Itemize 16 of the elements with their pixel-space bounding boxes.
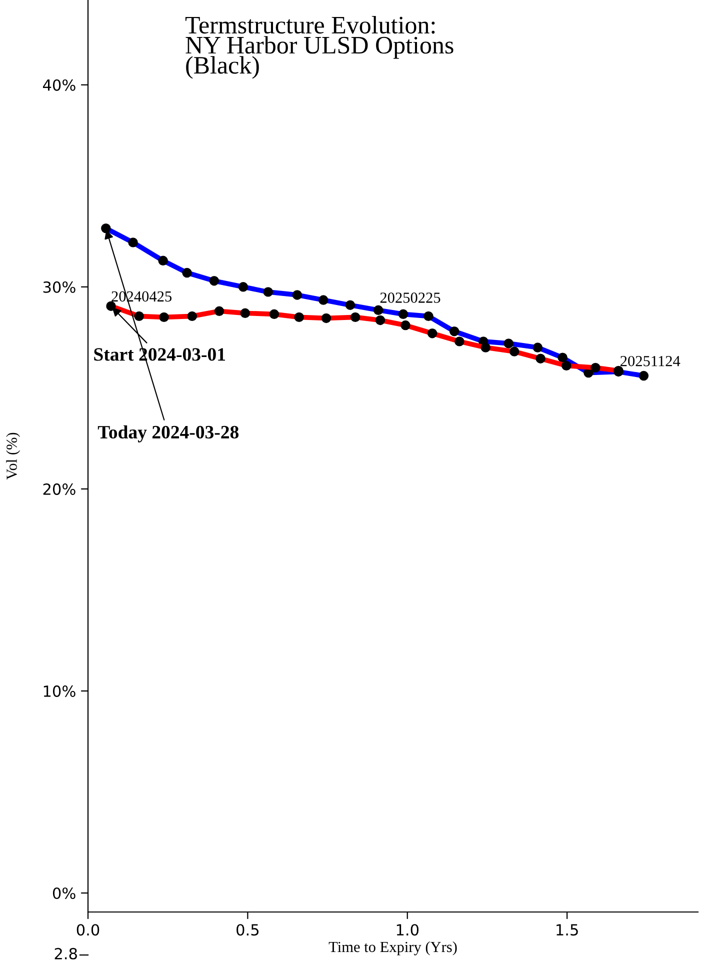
x-axis-title: Time to Expiry (Yrs) [328, 941, 457, 956]
y-tick-label: 0% [52, 887, 76, 900]
annotation: 20251124 [620, 356, 680, 366]
y-tick-label: 10% [44, 685, 76, 697]
text: 2.8 [54, 948, 77, 960]
annotation: 20250225 [380, 292, 440, 303]
x-tick-label: 1.0 [396, 924, 419, 936]
x-tick-label: 1.5 [556, 924, 578, 936]
y-tick-label: 40% [42, 79, 76, 91]
y-tick-label: 20% [43, 483, 76, 495]
text: Termstructure Evolution: NY Harbor ULSD Options (Black) [185, 16, 454, 79]
y-axis-title: Vol (%) [6, 432, 20, 480]
y-tick-label: 30% [43, 281, 76, 293]
x-tick-label: 0.5 [236, 924, 258, 936]
x-tick-label: 0.0 [76, 924, 100, 936]
annotation: Today 2024-03-28 [98, 425, 239, 442]
